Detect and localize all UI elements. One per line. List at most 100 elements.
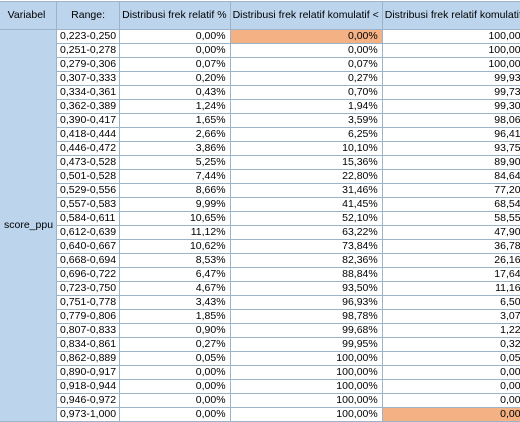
range-cell[interactable]: 0,696-0,722	[56, 267, 121, 282]
relatif-cell[interactable]: 1,24%	[119, 99, 231, 114]
range-cell[interactable]: 0,834-0,861	[56, 337, 121, 352]
header-komulatif-lebih[interactable]: Distribusi frek relatif komulatif >	[381, 1, 520, 30]
komulatif-lebih-cell[interactable]: 1,22%	[381, 323, 520, 338]
komulatif-lebih-cell[interactable]: 36,78%	[381, 239, 520, 254]
komulatif-lebih-cell[interactable]: 6,50%	[381, 295, 520, 310]
komulatif-kurang-cell[interactable]: 100,00%	[229, 365, 383, 380]
komulatif-kurang-cell[interactable]: 93,50%	[229, 281, 383, 296]
komulatif-lebih-cell[interactable]: 0,00%	[381, 407, 520, 422]
header-komulatif-kurang[interactable]: Distribusi frek relatif komulatif <	[229, 1, 383, 30]
komulatif-lebih-cell[interactable]: 98,06%	[381, 113, 520, 128]
komulatif-lebih-cell[interactable]: 0,00%	[381, 379, 520, 394]
komulatif-lebih-cell[interactable]: 17,64%	[381, 267, 520, 282]
range-cell[interactable]: 0,334-0,361	[56, 85, 121, 100]
range-cell[interactable]: 0,584-0,611	[56, 211, 121, 226]
komulatif-kurang-cell[interactable]: 1,94%	[229, 99, 383, 114]
komulatif-lebih-cell[interactable]: 100,00%	[381, 57, 520, 72]
komulatif-kurang-cell[interactable]: 100,00%	[229, 393, 383, 408]
komulatif-kurang-cell[interactable]: 99,95%	[229, 337, 383, 352]
komulatif-lebih-cell[interactable]: 99,93%	[381, 71, 520, 86]
range-cell[interactable]: 0,890-0,917	[56, 365, 121, 380]
relatif-cell[interactable]: 3,43%	[119, 295, 231, 310]
komulatif-lebih-cell[interactable]: 96,41%	[381, 127, 520, 142]
header-variabel[interactable]: Variabel	[0, 1, 58, 30]
relatif-cell[interactable]: 10,65%	[119, 211, 231, 226]
komulatif-kurang-cell[interactable]: 100,00%	[229, 351, 383, 366]
range-cell[interactable]: 0,418-0,444	[56, 127, 121, 142]
komulatif-kurang-cell[interactable]: 22,80%	[229, 169, 383, 184]
komulatif-lebih-cell[interactable]: 0,32%	[381, 337, 520, 352]
range-cell[interactable]: 0,557-0,583	[56, 197, 121, 212]
komulatif-lebih-cell[interactable]: 58,55%	[381, 211, 520, 226]
komulatif-lebih-cell[interactable]: 100,00%	[381, 43, 520, 58]
komulatif-lebih-cell[interactable]: 100,00%	[381, 29, 520, 44]
range-cell[interactable]: 0,612-0,639	[56, 225, 121, 240]
komulatif-kurang-cell[interactable]: 15,36%	[229, 155, 383, 170]
komulatif-lebih-cell[interactable]: 68,54%	[381, 197, 520, 212]
komulatif-kurang-cell[interactable]: 41,45%	[229, 197, 383, 212]
range-cell[interactable]: 0,668-0,694	[56, 253, 121, 268]
komulatif-lebih-cell[interactable]: 11,16%	[381, 281, 520, 296]
komulatif-lebih-cell[interactable]: 0,00%	[381, 393, 520, 408]
range-cell[interactable]: 0,307-0,333	[56, 71, 121, 86]
relatif-cell[interactable]: 0,00%	[119, 43, 231, 58]
komulatif-kurang-cell[interactable]: 52,10%	[229, 211, 383, 226]
relatif-cell[interactable]: 0,07%	[119, 57, 231, 72]
relatif-cell[interactable]: 6,47%	[119, 267, 231, 282]
relatif-cell[interactable]: 3,86%	[119, 141, 231, 156]
komulatif-kurang-cell[interactable]: 100,00%	[229, 379, 383, 394]
range-cell[interactable]: 0,807-0,833	[56, 323, 121, 338]
komulatif-lebih-cell[interactable]: 99,73%	[381, 85, 520, 100]
relatif-cell[interactable]: 0,00%	[119, 365, 231, 380]
range-cell[interactable]: 0,390-0,417	[56, 113, 121, 128]
relatif-cell[interactable]: 8,66%	[119, 183, 231, 198]
komulatif-lebih-cell[interactable]: 26,16%	[381, 253, 520, 268]
relatif-cell[interactable]: 0,43%	[119, 85, 231, 100]
range-cell[interactable]: 0,973-1,000	[56, 407, 121, 422]
relatif-cell[interactable]: 11,12%	[119, 225, 231, 240]
range-cell[interactable]: 0,723-0,750	[56, 281, 121, 296]
relatif-cell[interactable]: 0,20%	[119, 71, 231, 86]
komulatif-kurang-cell[interactable]: 0,70%	[229, 85, 383, 100]
komulatif-kurang-cell[interactable]: 98,78%	[229, 309, 383, 324]
range-cell[interactable]: 0,473-0,528	[56, 155, 121, 170]
range-cell[interactable]: 0,529-0,556	[56, 183, 121, 198]
komulatif-kurang-cell[interactable]: 100,00%	[229, 407, 383, 422]
range-cell[interactable]: 0,251-0,278	[56, 43, 121, 58]
relatif-cell[interactable]: 0,00%	[119, 393, 231, 408]
range-cell[interactable]: 0,501-0,528	[56, 169, 121, 184]
komulatif-lebih-cell[interactable]: 84,64%	[381, 169, 520, 184]
komulatif-kurang-cell[interactable]: 0,07%	[229, 57, 383, 72]
range-cell[interactable]: 0,779-0,806	[56, 309, 121, 324]
komulatif-kurang-cell[interactable]: 82,36%	[229, 253, 383, 268]
relatif-cell[interactable]: 0,00%	[119, 407, 231, 422]
komulatif-kurang-cell[interactable]: 10,10%	[229, 141, 383, 156]
relatif-cell[interactable]: 2,66%	[119, 127, 231, 142]
range-cell[interactable]: 0,279-0,306	[56, 57, 121, 72]
komulatif-lebih-cell[interactable]: 0,05%	[381, 351, 520, 366]
komulatif-kurang-cell[interactable]: 6,25%	[229, 127, 383, 142]
relatif-cell[interactable]: 0,90%	[119, 323, 231, 338]
komulatif-lebih-cell[interactable]: 0,00%	[381, 365, 520, 380]
range-cell[interactable]: 0,362-0,389	[56, 99, 121, 114]
variable-cell[interactable]: score_ppu	[0, 29, 58, 422]
komulatif-lebih-cell[interactable]: 93,75%	[381, 141, 520, 156]
komulatif-kurang-cell[interactable]: 96,93%	[229, 295, 383, 310]
komulatif-kurang-cell[interactable]: 73,84%	[229, 239, 383, 254]
range-cell[interactable]: 0,223-0,250	[56, 29, 121, 44]
relatif-cell[interactable]: 0,00%	[119, 29, 231, 44]
relatif-cell[interactable]: 8,53%	[119, 253, 231, 268]
relatif-cell[interactable]: 9,99%	[119, 197, 231, 212]
komulatif-kurang-cell[interactable]: 0,00%	[229, 29, 383, 44]
komulatif-kurang-cell[interactable]: 63,22%	[229, 225, 383, 240]
relatif-cell[interactable]: 1,85%	[119, 309, 231, 324]
relatif-cell[interactable]: 0,05%	[119, 351, 231, 366]
komulatif-kurang-cell[interactable]: 3,59%	[229, 113, 383, 128]
relatif-cell[interactable]: 0,00%	[119, 379, 231, 394]
range-cell[interactable]: 0,446-0,472	[56, 141, 121, 156]
komulatif-kurang-cell[interactable]: 0,00%	[229, 43, 383, 58]
relatif-cell[interactable]: 0,27%	[119, 337, 231, 352]
komulatif-kurang-cell[interactable]: 31,46%	[229, 183, 383, 198]
range-cell[interactable]: 0,640-0,667	[56, 239, 121, 254]
komulatif-lebih-cell[interactable]: 47,90%	[381, 225, 520, 240]
